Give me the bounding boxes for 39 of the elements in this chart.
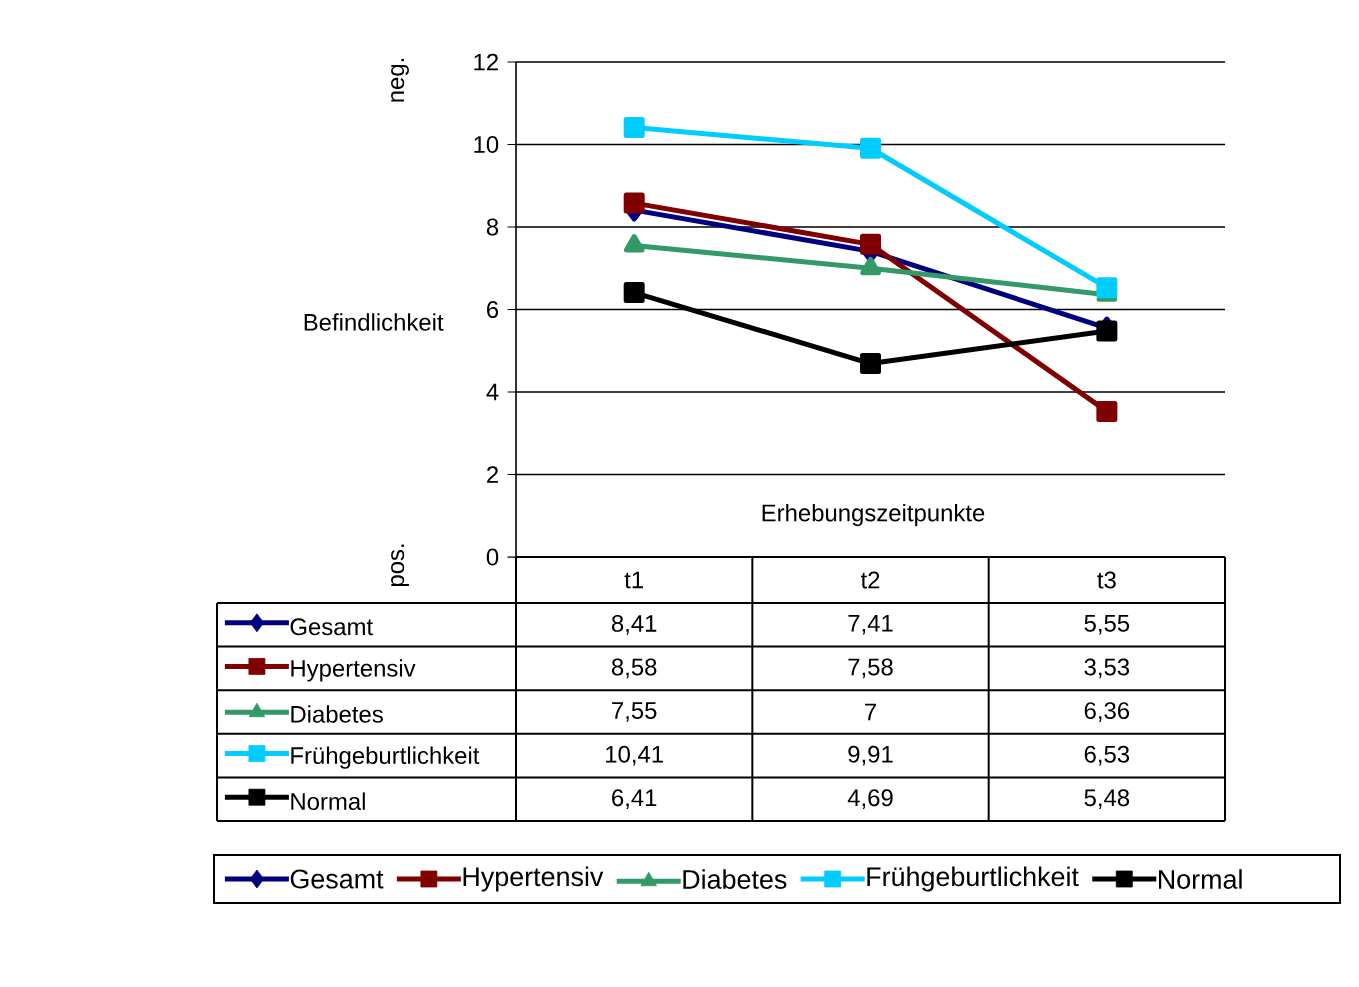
text: neg. <box>391 58 409 102</box>
data-label: 10,41 <box>606 745 663 766</box>
text: Gesamt <box>290 869 384 889</box>
y-tick-label: 2 <box>487 466 498 483</box>
text: Normal <box>1158 869 1242 889</box>
legend-label: Frühgeburtlichkeit <box>291 746 480 769</box>
legend-label: Hypertensiv <box>291 659 416 682</box>
data-label: 6,41 <box>612 789 657 810</box>
data-label: 7,41 <box>848 615 893 635</box>
text: Frühgeburtlichkeit <box>867 866 1079 892</box>
text: pos. <box>391 544 409 587</box>
y-tick-label: 6 <box>487 301 499 318</box>
y-tick-label: 0 <box>486 548 499 566</box>
legend-label: Diabetes <box>291 705 383 723</box>
data-label: 7 <box>865 703 876 721</box>
y-tick-label: 12 <box>474 53 498 71</box>
x-tick-label: t2 <box>860 571 880 589</box>
data-label: 4,69 <box>847 789 893 810</box>
data-label: 8,41 <box>611 614 657 635</box>
data-label: 6,53 <box>1084 745 1130 766</box>
y-axis-title: Befindlichkeit <box>304 313 444 331</box>
legend-label: Gesamt <box>290 618 373 636</box>
legend-label: Normal <box>291 792 365 810</box>
data-label: 3,53 <box>1084 658 1130 679</box>
data-label: 5,48 <box>1084 789 1130 810</box>
data-label: 5,55 <box>1084 615 1130 635</box>
data-label: 7,55 <box>612 702 657 722</box>
x-axis-title: Erhebungszeitpunkte <box>762 503 985 527</box>
y-tick-label: 8 <box>486 218 499 236</box>
data-label: 9,91 <box>848 745 893 766</box>
text: Hypertensiv <box>463 866 604 892</box>
data-label: 7,58 <box>848 658 893 679</box>
x-tick-label: t3 <box>1097 571 1116 589</box>
y-tick-label: 4 <box>486 383 499 401</box>
data-label: 6,36 <box>1084 702 1130 722</box>
y-tick-label: 10 <box>474 136 499 153</box>
text: Diabetes <box>683 869 787 889</box>
data-label: 8,58 <box>611 658 657 679</box>
x-tick-label: t1 <box>624 571 643 589</box>
